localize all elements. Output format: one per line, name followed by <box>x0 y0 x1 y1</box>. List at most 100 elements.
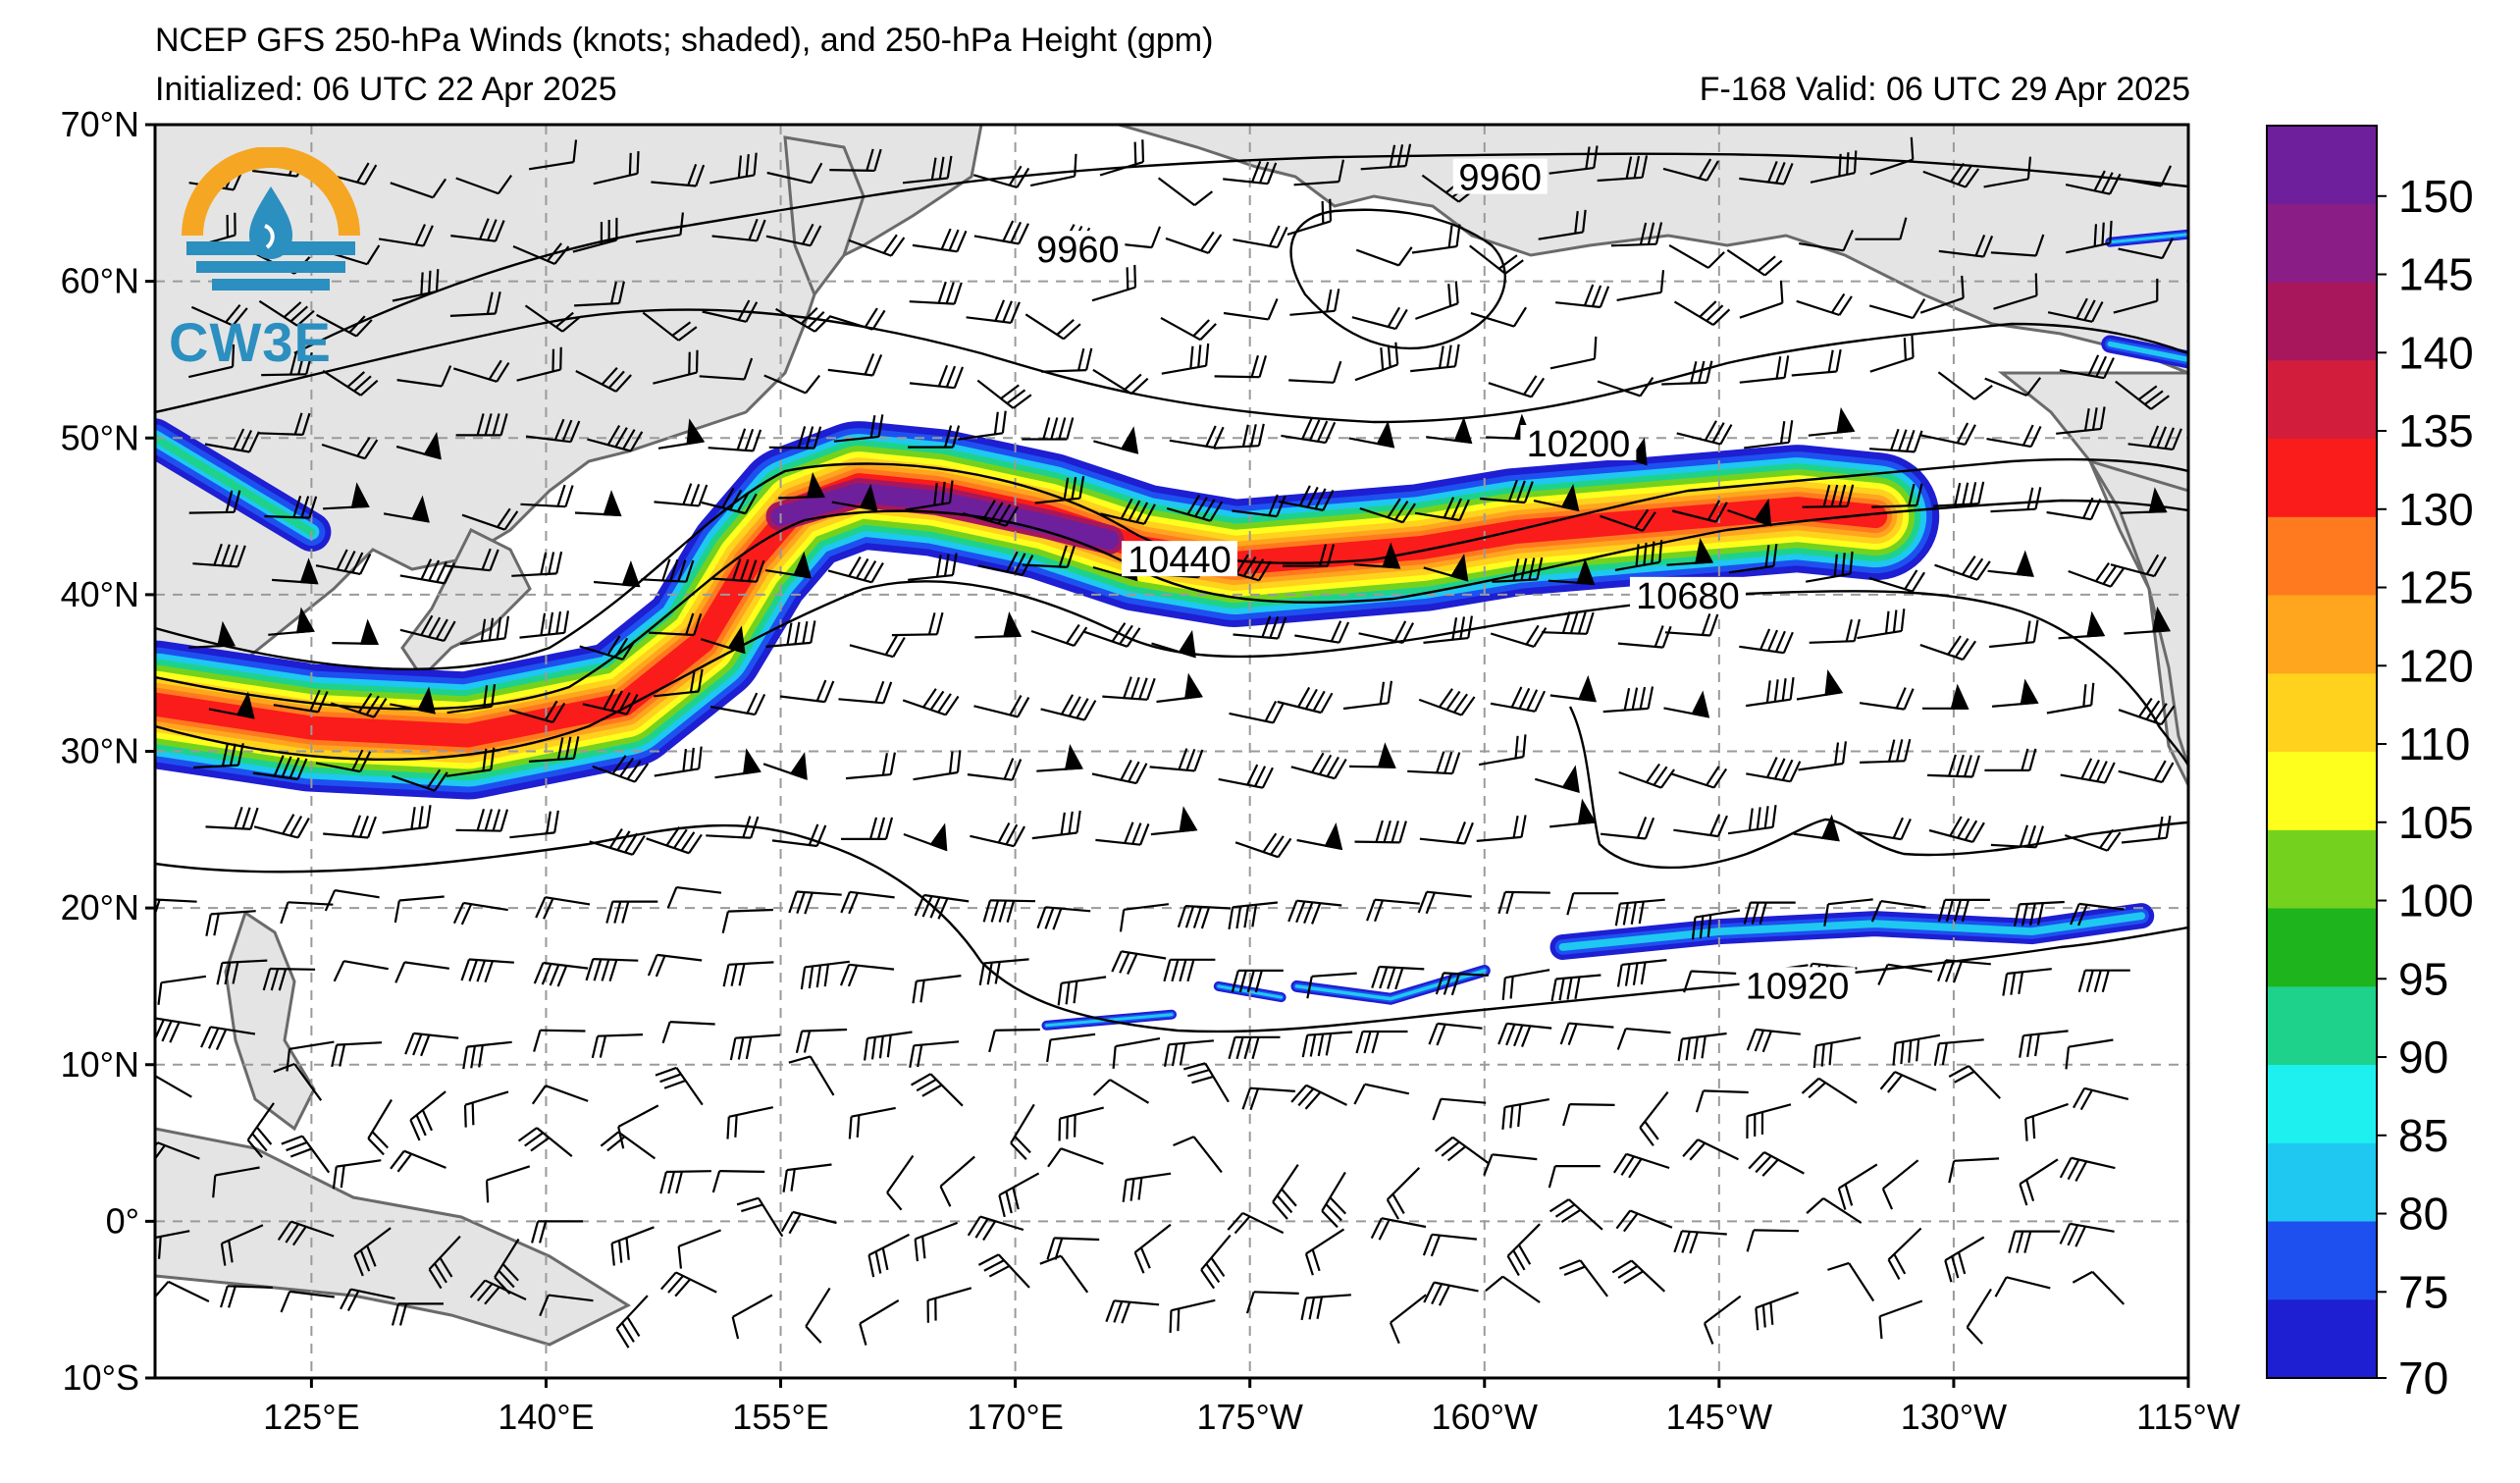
wind-barb <box>517 1127 573 1157</box>
wind-barb <box>272 557 319 585</box>
wind-barb <box>1119 903 1170 932</box>
wind-barb <box>257 412 311 437</box>
wind-barb <box>701 487 758 515</box>
wind-barb <box>1414 497 1470 522</box>
wind-barb <box>1165 231 1223 254</box>
wind-barb <box>974 610 1023 639</box>
valid-time: F-168 Valid: 06 UTC 29 Apr 2025 <box>1699 71 2190 108</box>
wind-barb <box>909 1040 960 1068</box>
wind-barb <box>706 816 760 839</box>
wind-barb <box>587 425 644 452</box>
wind-barb <box>1415 281 1459 320</box>
wind-barb <box>1348 420 1395 449</box>
wind-barb <box>1928 816 1985 843</box>
wind-barb <box>1100 498 1156 525</box>
wind-barb <box>762 752 808 780</box>
contour-label-bg <box>1452 158 1548 194</box>
wind-barb <box>655 1066 704 1106</box>
wind-barb <box>1746 1103 1792 1139</box>
wind-barb <box>731 1294 773 1340</box>
wind-barb <box>1366 898 1420 923</box>
lon-label: 160°W <box>1432 1397 1538 1437</box>
longitude-axis: 125°E 140°E 155°E 170°E 175°W 160°W 145°W 130°W… <box>263 1378 2240 1437</box>
wind-barb <box>2070 902 2125 927</box>
wind-barb <box>331 1041 383 1068</box>
wind-barb <box>1342 680 1393 711</box>
wind-barb <box>647 953 703 978</box>
wind-barb <box>962 500 1019 527</box>
contour-label: 9960 <box>1036 230 1120 271</box>
wind-barb <box>268 607 315 636</box>
wind-barb <box>1092 1079 1150 1104</box>
contour-labels: 9960 9960 10200 10440 10680 10920 <box>1030 158 1856 1007</box>
wind-barb <box>1597 155 1649 183</box>
wind-barb <box>1492 556 1544 583</box>
wind-barb <box>780 1210 837 1235</box>
wind-barb <box>281 1135 331 1174</box>
wind-barb <box>1728 544 1778 574</box>
wind-barb <box>212 1166 260 1198</box>
wind-barb <box>1112 1037 1161 1069</box>
wind-barb <box>976 379 1032 409</box>
jet-core-150 <box>770 482 1120 550</box>
wind-barb <box>1922 162 1980 188</box>
wind-barb <box>641 558 695 583</box>
contour-9960-a <box>293 152 2188 355</box>
wind-barb <box>1497 890 1550 915</box>
wind-barb <box>1349 742 1396 768</box>
wind-barb <box>908 553 958 581</box>
wind-barb <box>1173 1136 1223 1174</box>
wind-barb <box>649 612 703 637</box>
wind-barb <box>1354 820 1407 844</box>
wind-barb <box>2077 969 2130 992</box>
cw3e-logo-text: CW3E <box>169 311 332 373</box>
wind-barb <box>654 668 704 698</box>
wind-barb <box>1791 348 1842 377</box>
wind-streak-core <box>2108 233 2188 244</box>
wind-barb <box>1389 1294 1427 1345</box>
alaska-landmass <box>1118 125 2188 375</box>
wind-barb <box>1823 898 1873 927</box>
wind-barb <box>494 1238 520 1296</box>
wind-barb <box>1746 757 1802 783</box>
lon-label: 170°E <box>967 1397 1063 1437</box>
wind-barb <box>1673 300 1731 327</box>
contour-10440-b <box>155 499 2188 711</box>
wind-barb <box>452 359 510 383</box>
north-america-west <box>1997 125 2188 786</box>
wind-barb <box>829 148 882 173</box>
wind-barb <box>1871 483 1923 508</box>
wind-barb <box>657 418 706 450</box>
wind-barb <box>661 1020 715 1044</box>
wind-barb <box>528 139 578 171</box>
lat-label: 30°N <box>61 731 139 771</box>
wind-barb <box>1668 243 1725 269</box>
wind-barb <box>2120 487 2168 514</box>
wind-barb <box>1353 542 1401 569</box>
wind-barb <box>390 686 436 715</box>
wind-barb <box>2116 165 2173 187</box>
wind-barb <box>1417 890 1472 915</box>
wind-barb <box>392 768 448 792</box>
wind-barb <box>1987 550 2034 577</box>
wind-barb <box>315 549 372 576</box>
wind-barb <box>2059 1222 2115 1247</box>
wind-barb <box>316 313 373 338</box>
wind-barb <box>1411 224 1461 254</box>
lat-label: 0° <box>106 1200 139 1241</box>
lon-label: 155°E <box>732 1397 828 1437</box>
wind-barb <box>1057 976 1107 1006</box>
lon-label: 115°W <box>2136 1397 2240 1437</box>
wind-barb <box>1040 694 1097 721</box>
cw3e-logo-icon <box>182 147 360 291</box>
wind-barb <box>1541 610 1595 635</box>
wind-barb <box>1727 805 1777 835</box>
wind-barb <box>579 635 636 662</box>
wind-barb <box>2118 760 2175 783</box>
wind-streak-core <box>2107 341 2188 363</box>
wind-barb <box>775 306 832 333</box>
wind-barb <box>205 910 256 936</box>
wind-barb <box>1534 765 1580 794</box>
wind-barb <box>155 1230 190 1259</box>
wind-barb <box>1156 672 1203 704</box>
